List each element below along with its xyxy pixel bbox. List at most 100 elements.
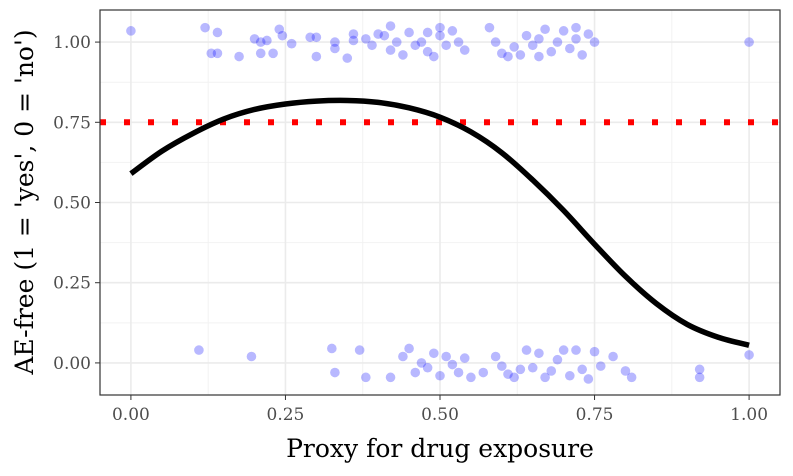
point-ae-free-no: [327, 343, 337, 354]
point-ae-free-yes: [206, 48, 217, 59]
point-ae-free-no: [447, 359, 458, 370]
point-ae-free-yes: [546, 46, 557, 57]
point-ae-free-no: [503, 369, 513, 379]
point-ae-free-yes: [330, 43, 340, 54]
point-ae-free-no: [694, 372, 705, 383]
point-ae-free-yes: [385, 21, 396, 31]
point-ae-free-yes: [447, 26, 458, 36]
point-ae-free-no: [490, 351, 501, 362]
x-tick-label: 0.75: [576, 405, 614, 425]
y-tick-label: 0.50: [53, 194, 91, 214]
point-ae-free-no: [620, 366, 631, 376]
point-ae-free-yes: [503, 51, 513, 62]
point-ae-free-yes: [490, 37, 501, 47]
point-ae-free-yes: [422, 46, 433, 57]
point-ae-free-yes: [200, 22, 210, 33]
point-ae-free-yes: [342, 53, 353, 63]
point-ae-free-yes: [453, 37, 464, 47]
point-ae-free-no: [540, 372, 550, 383]
point-ae-free-yes: [515, 50, 526, 60]
y-axis-title: AE-free (1 = 'yes', 0 = 'no'): [10, 29, 39, 375]
point-ae-free-yes: [571, 22, 581, 33]
point-ae-free-yes: [435, 30, 445, 41]
point-ae-free-yes: [429, 51, 439, 62]
point-ae-free-no: [527, 362, 538, 373]
point-ae-free-no: [694, 364, 705, 375]
point-ae-free-no: [589, 346, 600, 357]
point-ae-free-yes: [583, 29, 594, 39]
point-ae-free-yes: [311, 51, 322, 62]
point-ae-free-no: [571, 345, 581, 355]
point-ae-free-no: [354, 345, 365, 355]
point-ae-free-no: [744, 350, 754, 360]
point-ae-free-yes: [744, 37, 754, 47]
point-ae-free-no: [422, 362, 433, 373]
point-ae-free-yes: [589, 37, 600, 47]
fitted-curve-group: [129, 97, 750, 348]
point-ae-free-yes: [379, 30, 390, 41]
point-ae-free-yes: [497, 48, 507, 59]
point-ae-free-no: [546, 366, 557, 376]
point-ae-free-yes: [534, 34, 544, 44]
point-ae-free-yes: [534, 51, 544, 62]
point-ae-free-no: [577, 364, 587, 375]
point-ae-free-yes: [367, 40, 377, 51]
y-tick-labels: 0.00 0.25 0.50 0.75 1.00: [53, 33, 91, 374]
fitted-curve: [129, 97, 750, 348]
point-ae-free-yes: [410, 40, 421, 51]
point-ae-free-yes: [311, 32, 322, 43]
point-ae-free-yes: [305, 32, 315, 43]
x-tick-label: 0.25: [267, 405, 305, 425]
point-ae-free-yes: [212, 27, 223, 38]
point-ae-free-no: [459, 353, 470, 363]
point-ae-free-yes: [484, 22, 495, 33]
point-ae-free-no: [608, 351, 618, 362]
point-ae-free-yes: [441, 40, 451, 51]
point-ae-free-yes: [404, 27, 414, 38]
point-ae-free-yes: [459, 45, 470, 55]
axis-ticks: [95, 41, 750, 400]
data-points: [126, 21, 754, 384]
point-ae-free-no: [246, 351, 257, 362]
point-ae-free-no: [558, 345, 569, 355]
point-ae-free-yes: [286, 38, 297, 49]
point-ae-free-no: [515, 364, 526, 375]
point-ae-free-no: [441, 351, 451, 362]
point-ae-free-no: [416, 358, 427, 368]
point-ae-free-yes: [509, 42, 519, 52]
y-tick-label: 1.00: [53, 33, 91, 53]
point-ae-free-yes: [558, 26, 569, 36]
point-ae-free-yes: [565, 43, 575, 54]
point-ae-free-no: [410, 367, 421, 378]
point-ae-free-no: [478, 367, 489, 378]
point-ae-free-yes: [330, 37, 340, 47]
point-ae-free-no: [385, 372, 396, 383]
x-tick-labels: 0.00 0.25 0.50 0.75 1.00: [112, 405, 768, 425]
point-ae-free-no: [429, 348, 439, 359]
point-ae-free-yes: [552, 37, 563, 47]
point-ae-free-no: [626, 372, 637, 383]
point-ae-free-yes: [521, 30, 532, 41]
point-ae-free-yes: [268, 48, 278, 59]
point-ae-free-yes: [398, 50, 408, 60]
y-tick-label: 0.25: [53, 274, 91, 294]
point-ae-free-yes: [571, 34, 581, 44]
x-axis-title: Proxy for drug exposure: [286, 434, 594, 463]
point-ae-free-yes: [361, 34, 371, 44]
point-ae-free-no: [194, 345, 204, 355]
point-ae-free-yes: [274, 24, 285, 35]
point-ae-free-yes: [255, 48, 266, 59]
point-ae-free-yes: [577, 50, 587, 60]
point-ae-free-no: [521, 345, 532, 355]
point-ae-free-yes: [540, 24, 550, 35]
point-ae-free-yes: [391, 37, 402, 47]
y-tick-label: 0.00: [53, 354, 91, 374]
point-ae-free-yes: [527, 40, 538, 51]
x-tick-label: 0.50: [421, 405, 459, 425]
point-ae-free-no: [565, 370, 575, 381]
point-ae-free-yes: [277, 30, 288, 41]
point-ae-free-no: [534, 348, 544, 359]
point-ae-free-yes: [348, 29, 359, 39]
point-ae-free-yes: [212, 48, 223, 59]
